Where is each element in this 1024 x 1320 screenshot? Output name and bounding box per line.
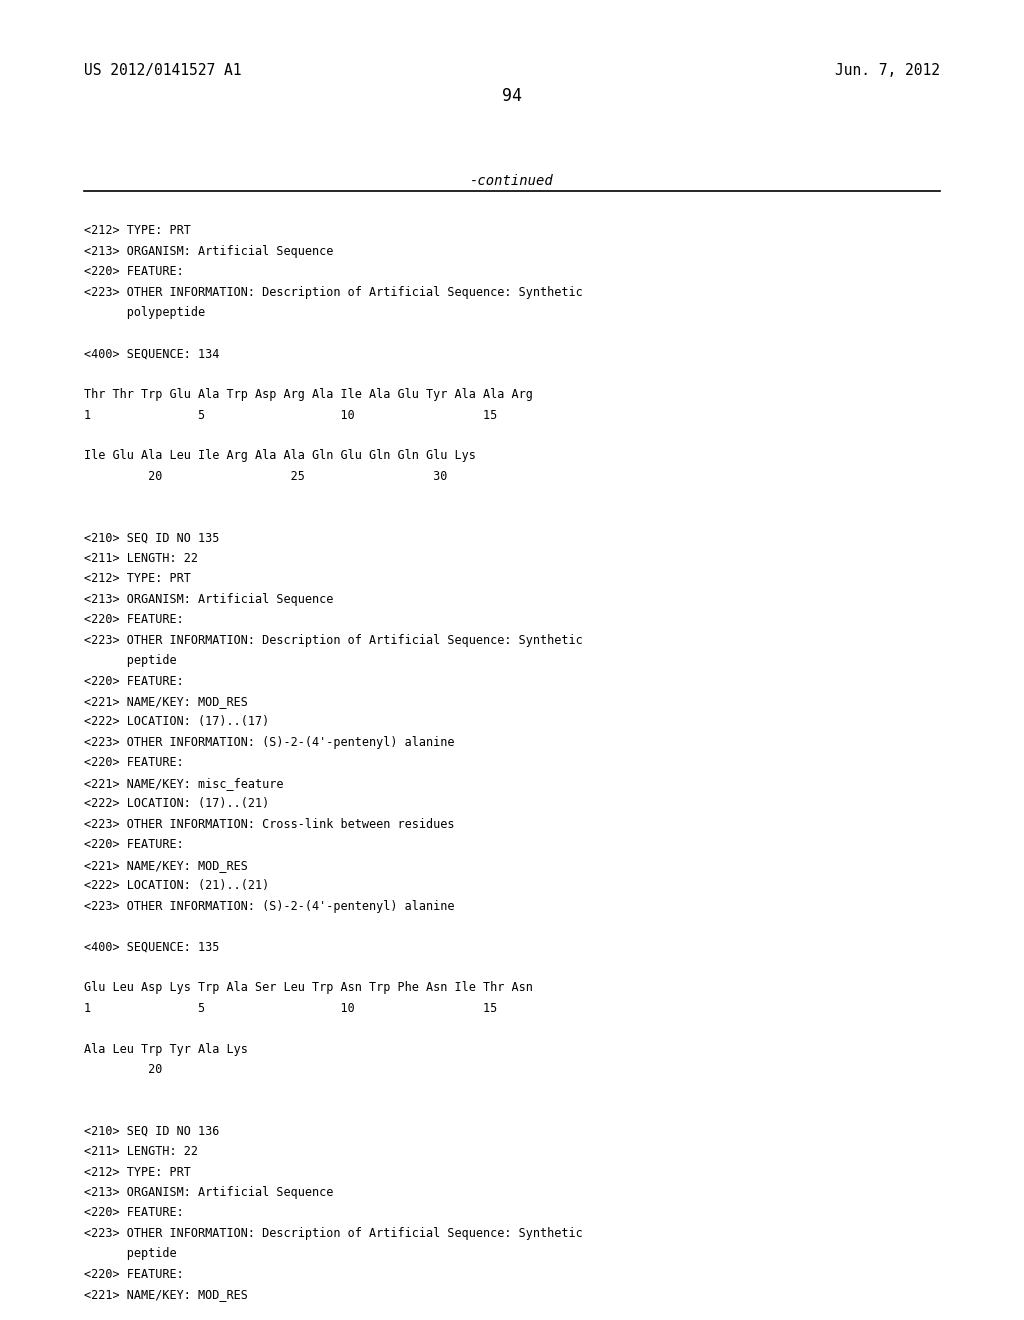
Text: <223> OTHER INFORMATION: Description of Artificial Sequence: Synthetic: <223> OTHER INFORMATION: Description of … — [84, 286, 583, 298]
Text: US 2012/0141527 A1: US 2012/0141527 A1 — [84, 63, 242, 78]
Text: <213> ORGANISM: Artificial Sequence: <213> ORGANISM: Artificial Sequence — [84, 593, 334, 606]
Text: Jun. 7, 2012: Jun. 7, 2012 — [835, 63, 940, 78]
Text: Glu Leu Asp Lys Trp Ala Ser Leu Trp Asn Trp Phe Asn Ile Thr Asn: Glu Leu Asp Lys Trp Ala Ser Leu Trp Asn … — [84, 982, 532, 994]
Text: <220> FEATURE:: <220> FEATURE: — [84, 1267, 183, 1280]
Text: <221> NAME/KEY: misc_feature: <221> NAME/KEY: misc_feature — [84, 776, 284, 789]
Text: <221> NAME/KEY: MOD_RES: <221> NAME/KEY: MOD_RES — [84, 1288, 248, 1302]
Text: <223> OTHER INFORMATION: Description of Artificial Sequence: Synthetic: <223> OTHER INFORMATION: Description of … — [84, 1228, 583, 1239]
Text: <220> FEATURE:: <220> FEATURE: — [84, 612, 183, 626]
Text: 20                  25                  30: 20 25 30 — [84, 470, 447, 483]
Text: <223> OTHER INFORMATION: (S)-2-(4'-pentenyl) alanine: <223> OTHER INFORMATION: (S)-2-(4'-pente… — [84, 737, 455, 748]
Text: <220> FEATURE:: <220> FEATURE: — [84, 756, 183, 770]
Text: <212> TYPE: PRT: <212> TYPE: PRT — [84, 224, 190, 238]
Text: Thr Thr Trp Glu Ala Trp Asp Arg Ala Ile Ala Glu Tyr Ala Ala Arg: Thr Thr Trp Glu Ala Trp Asp Arg Ala Ile … — [84, 388, 532, 401]
Text: 1               5                   10                  15: 1 5 10 15 — [84, 1002, 498, 1015]
Text: <222> LOCATION: (21)..(21): <222> LOCATION: (21)..(21) — [84, 879, 269, 892]
Text: <210> SEQ ID NO 135: <210> SEQ ID NO 135 — [84, 532, 219, 544]
Text: peptide: peptide — [84, 655, 176, 667]
Text: <221> NAME/KEY: MOD_RES: <221> NAME/KEY: MOD_RES — [84, 859, 248, 871]
Text: <213> ORGANISM: Artificial Sequence: <213> ORGANISM: Artificial Sequence — [84, 244, 334, 257]
Text: <400> SEQUENCE: 134: <400> SEQUENCE: 134 — [84, 347, 219, 360]
Text: <400> SEQUENCE: 135: <400> SEQUENCE: 135 — [84, 940, 219, 953]
Text: <211> LENGTH: 22: <211> LENGTH: 22 — [84, 1146, 198, 1158]
Text: <220> FEATURE:: <220> FEATURE: — [84, 838, 183, 851]
Text: 20: 20 — [84, 1064, 163, 1076]
Text: <220> FEATURE:: <220> FEATURE: — [84, 265, 183, 279]
Text: <221> NAME/KEY: MOD_RES: <221> NAME/KEY: MOD_RES — [84, 694, 248, 708]
Text: <220> FEATURE:: <220> FEATURE: — [84, 1206, 183, 1220]
Text: <223> OTHER INFORMATION: Description of Artificial Sequence: Synthetic: <223> OTHER INFORMATION: Description of … — [84, 634, 583, 647]
Text: peptide: peptide — [84, 1247, 176, 1261]
Text: <213> ORGANISM: Artificial Sequence: <213> ORGANISM: Artificial Sequence — [84, 1187, 334, 1199]
Text: <223> OTHER INFORMATION: (S)-2-(4'-pentenyl) alanine: <223> OTHER INFORMATION: (S)-2-(4'-pente… — [84, 900, 455, 912]
Text: polypeptide: polypeptide — [84, 306, 205, 319]
Text: <223> OTHER INFORMATION: Cross-link between residues: <223> OTHER INFORMATION: Cross-link betw… — [84, 818, 455, 830]
Text: Ala Leu Trp Tyr Ala Lys: Ala Leu Trp Tyr Ala Lys — [84, 1043, 248, 1056]
Text: 94: 94 — [502, 87, 522, 106]
Text: <222> LOCATION: (17)..(21): <222> LOCATION: (17)..(21) — [84, 797, 269, 810]
Text: <220> FEATURE:: <220> FEATURE: — [84, 675, 183, 688]
Text: -continued: -continued — [470, 174, 554, 189]
Text: <222> LOCATION: (17)..(17): <222> LOCATION: (17)..(17) — [84, 715, 269, 729]
Text: <210> SEQ ID NO 136: <210> SEQ ID NO 136 — [84, 1125, 219, 1138]
Text: <212> TYPE: PRT: <212> TYPE: PRT — [84, 1166, 190, 1179]
Text: Ile Glu Ala Leu Ile Arg Ala Ala Gln Glu Gln Gln Glu Lys: Ile Glu Ala Leu Ile Arg Ala Ala Gln Glu … — [84, 449, 476, 462]
Text: <211> LENGTH: 22: <211> LENGTH: 22 — [84, 552, 198, 565]
Text: <212> TYPE: PRT: <212> TYPE: PRT — [84, 573, 190, 585]
Text: 1               5                   10                  15: 1 5 10 15 — [84, 409, 498, 421]
